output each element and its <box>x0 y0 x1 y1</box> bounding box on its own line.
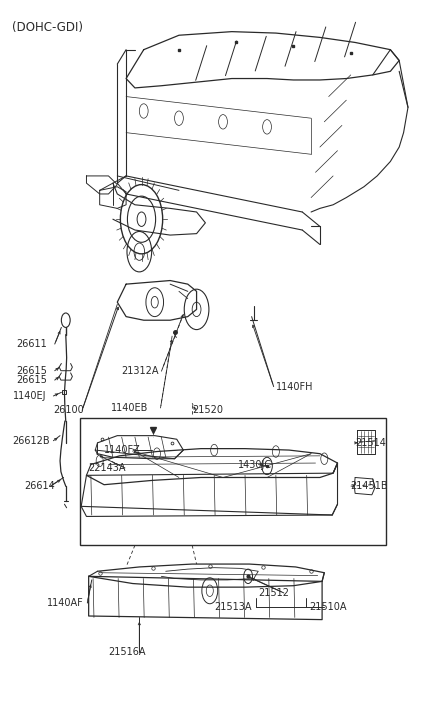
Bar <box>80 417 386 545</box>
Text: 22143A: 22143A <box>88 463 125 473</box>
Text: 1140FH: 1140FH <box>276 382 314 392</box>
Text: 21516A: 21516A <box>108 647 146 657</box>
Text: 21514: 21514 <box>355 438 386 448</box>
Text: 1140AF: 1140AF <box>47 598 83 608</box>
Text: 26614: 26614 <box>24 481 55 491</box>
Text: 21451B: 21451B <box>351 481 388 491</box>
Text: 1140EB: 1140EB <box>111 403 148 413</box>
Text: 26611: 26611 <box>16 339 47 349</box>
Text: 21512: 21512 <box>258 588 289 598</box>
Text: 21312A: 21312A <box>122 366 159 377</box>
Text: 1430JC: 1430JC <box>239 459 273 470</box>
Text: 1140EJ: 1140EJ <box>12 391 46 401</box>
Text: (DOHC-GDI): (DOHC-GDI) <box>12 21 83 34</box>
Text: 21510A: 21510A <box>309 603 347 612</box>
Text: 21520: 21520 <box>192 406 223 415</box>
Text: 1140FZ: 1140FZ <box>104 445 141 455</box>
Text: 26615: 26615 <box>16 366 47 376</box>
Text: 26100: 26100 <box>54 406 84 415</box>
Text: 26612B: 26612B <box>12 435 50 446</box>
Text: 26615: 26615 <box>16 375 47 385</box>
Text: 21513A: 21513A <box>214 603 252 612</box>
